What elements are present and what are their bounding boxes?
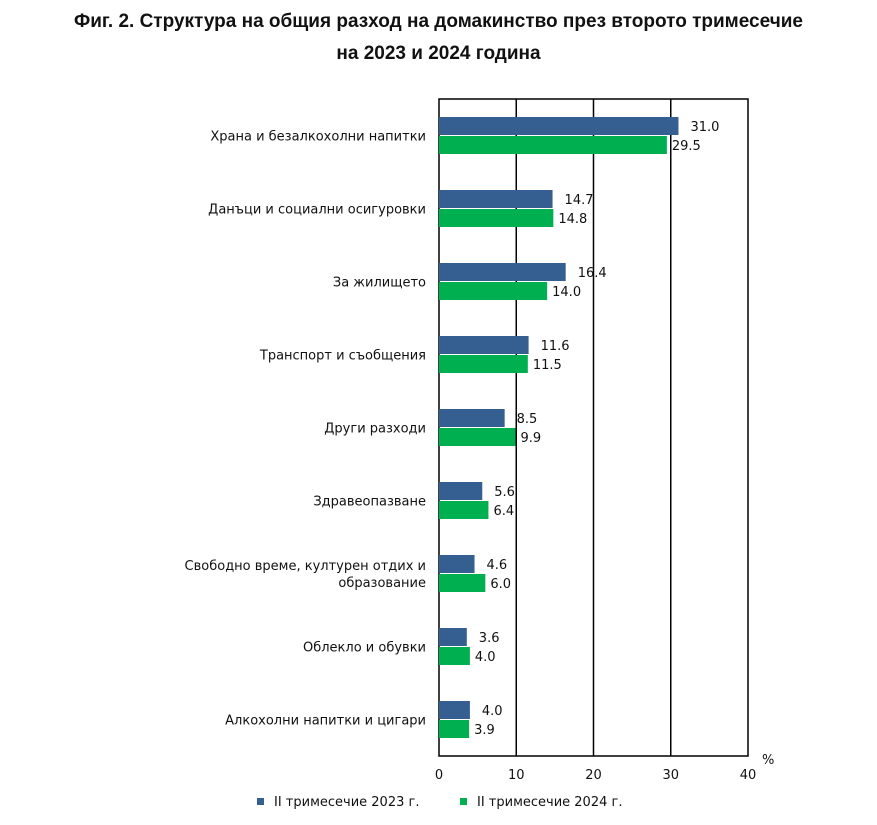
bar-2023 (439, 117, 679, 135)
bar-2023 (439, 336, 529, 354)
data-label: 4.0 (475, 650, 496, 665)
bar-2023 (439, 263, 566, 281)
legend-label: II тримесечие 2023 г. (274, 795, 419, 810)
bar-2024 (439, 209, 554, 227)
chart-title: Фиг. 2. Структура на общия разход на дом… (0, 6, 877, 70)
data-label: 3.9 (474, 723, 495, 738)
x-unit-label: % (762, 753, 774, 768)
category-label: Други разходи (324, 422, 426, 437)
bar-2024 (439, 501, 489, 519)
bar-2024 (439, 282, 548, 300)
category-label: образование (338, 576, 426, 591)
bar-2023 (439, 190, 553, 208)
data-label: 8.5 (517, 412, 538, 427)
data-label: 14.7 (565, 193, 594, 208)
bar-2023 (439, 482, 483, 500)
bar-2024 (439, 428, 516, 446)
bar-2024 (439, 574, 486, 592)
bar-2023 (439, 555, 475, 573)
bar-2023 (439, 409, 505, 427)
x-tick-label: 30 (662, 768, 679, 783)
category-label: Облекло и обувки (303, 641, 426, 656)
category-label: За жилището (333, 276, 426, 291)
x-tick-label: 0 (435, 768, 443, 783)
category-label: Данъци и социални осигуровки (208, 203, 426, 218)
category-label: Свободно време, културен отдих и (185, 559, 426, 574)
category-label: Транспорт и съобщения (259, 349, 426, 364)
data-label: 6.0 (490, 577, 511, 592)
legend-marker (460, 798, 467, 805)
data-label: 11.5 (533, 358, 562, 373)
data-label: 11.6 (541, 339, 570, 354)
data-label: 31.0 (690, 120, 719, 135)
category-label: Здравеопазване (313, 495, 426, 510)
data-label: 4.0 (482, 704, 503, 719)
chart-title-line2: на 2023 и 2024 година (336, 43, 541, 64)
data-label: 9.9 (520, 431, 541, 446)
bar-2024 (439, 355, 528, 373)
data-label: 3.6 (479, 631, 500, 646)
legend-marker (257, 798, 264, 805)
data-label: 4.6 (487, 558, 508, 573)
data-label: 16.4 (578, 266, 607, 281)
data-label: 5.6 (494, 485, 515, 500)
data-label: 6.4 (493, 504, 514, 519)
data-label: 14.8 (558, 212, 587, 227)
bar-2024 (439, 647, 470, 665)
category-label: Храна и безалкохолни напитки (210, 130, 426, 145)
data-label: 29.5 (672, 139, 701, 154)
category-label: Алкохолни напитки и цигари (225, 714, 426, 729)
bar-2024 (439, 720, 470, 738)
chart-title-line1: Фиг. 2. Структура на общия разход на дом… (74, 11, 803, 32)
bar-2024 (439, 136, 667, 154)
plot-frame (438, 98, 749, 757)
x-tick-label: 10 (508, 768, 525, 783)
x-tick-label: 20 (585, 768, 602, 783)
data-label: 14.0 (552, 285, 581, 300)
bar-2023 (439, 701, 470, 719)
x-tick-label: 40 (740, 768, 757, 783)
bar-2023 (439, 628, 467, 646)
legend-label: II тримесечие 2024 г. (477, 795, 622, 810)
